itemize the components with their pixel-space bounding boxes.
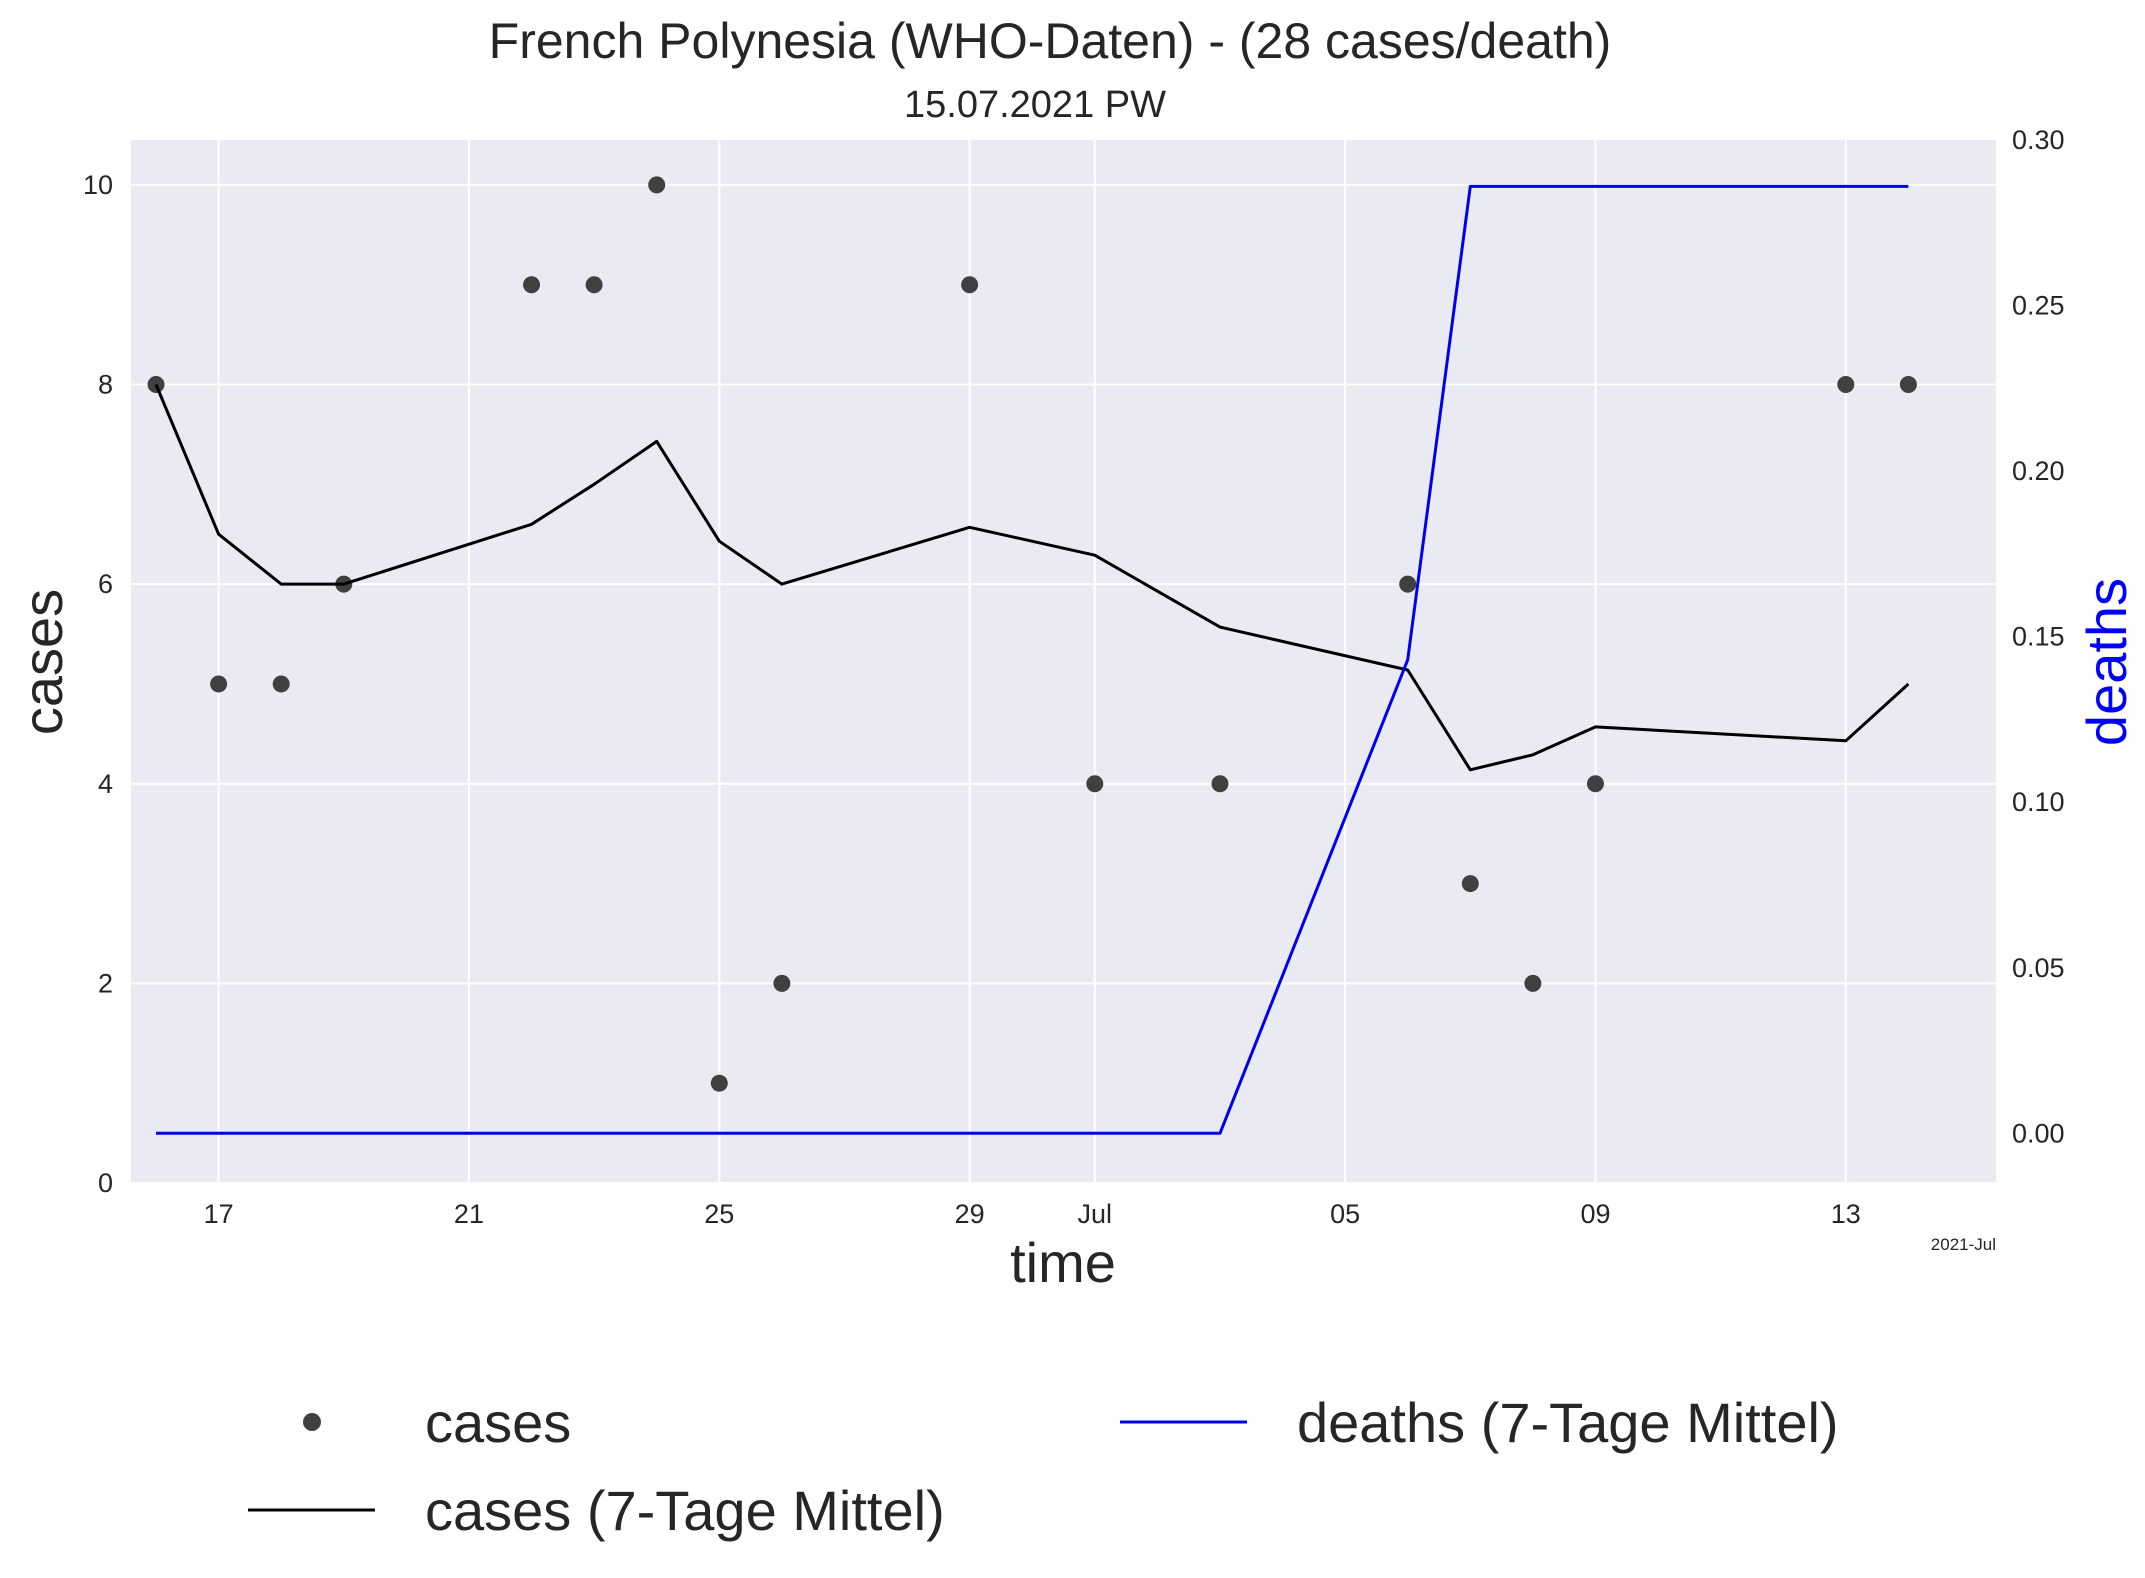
x-axis-label: time	[1010, 1231, 1116, 1294]
cases-point	[1399, 575, 1417, 593]
cases-point	[1211, 775, 1229, 793]
x-tick-label: 21	[454, 1199, 484, 1229]
y-axis-label: cases	[11, 589, 74, 735]
cases-point	[1837, 376, 1855, 394]
x-offset-label: 2021-Jul	[1931, 1235, 1996, 1254]
x-tick-label: Jul	[1078, 1199, 1113, 1229]
chart-subtitle: 15.07.2021 PW	[904, 84, 1166, 126]
cases-point	[648, 176, 666, 194]
y-tick-label: 8	[98, 370, 113, 400]
legend-cases-marker	[303, 1413, 321, 1431]
plot-area	[131, 140, 1996, 1183]
y2-axis-label: deaths	[2075, 578, 2138, 746]
y2-tick-label: 0.05	[2012, 953, 2065, 983]
x-axis-ticks: 17 21 25 29 Jul 05 09 13	[204, 1199, 1861, 1229]
x-tick-label: 17	[204, 1199, 234, 1229]
cases-point	[773, 974, 791, 992]
legend-cases-label: cases	[425, 1391, 571, 1454]
cases-point	[210, 675, 228, 693]
x-tick-label: 25	[704, 1199, 734, 1229]
cases-point	[1899, 376, 1917, 394]
legend-cases-avg-label: cases (7-Tage Mittel)	[425, 1479, 945, 1542]
y-tick-label: 0	[98, 1168, 113, 1198]
y2-tick-label: 0.00	[2012, 1118, 2065, 1148]
cases-avg-line	[154, 383, 1910, 772]
cases-point	[272, 675, 290, 693]
y-tick-label: 6	[98, 569, 113, 599]
y2-tick-label: 0.10	[2012, 787, 2065, 817]
legend-deaths-avg-label: deaths (7-Tage Mittel)	[1297, 1391, 1839, 1454]
cases-point	[1586, 775, 1604, 793]
chart-title: French Polynesia (WHO-Daten) - (28 cases…	[489, 13, 1612, 69]
cases-point	[1086, 775, 1104, 793]
deaths-avg-line	[156, 184, 1909, 1135]
x-tick-label: 29	[955, 1199, 985, 1229]
cases-point	[1461, 875, 1479, 893]
cases-point	[1524, 974, 1542, 992]
cases-point	[710, 1074, 728, 1092]
legend: cases cases (7-Tage Mittel) deaths (7-Ta…	[248, 1391, 1839, 1542]
y2-tick-label: 0.20	[2012, 456, 2065, 486]
y2-tick-label: 0.15	[2012, 622, 2065, 652]
y-tick-label: 2	[98, 968, 113, 998]
y2-tick-label: 0.30	[2012, 125, 2065, 155]
cases-point	[585, 276, 603, 294]
x-tick-label: 05	[1330, 1199, 1360, 1229]
cases-point	[961, 276, 979, 294]
x-tick-label: 09	[1580, 1199, 1610, 1229]
y-tick-label: 4	[98, 769, 113, 799]
grid-lines	[131, 140, 1996, 1184]
y2-tick-label: 0.25	[2012, 291, 2065, 321]
y-tick-label: 10	[83, 170, 113, 200]
y-axis-ticks: 0 2 4 6 8 10	[83, 170, 113, 1198]
y2-axis-ticks: 0.00 0.05 0.10 0.15 0.20 0.25 0.30	[2012, 125, 2065, 1148]
chart-marks	[147, 176, 1917, 1135]
cases-point	[523, 276, 541, 294]
x-tick-label: 13	[1831, 1199, 1861, 1229]
